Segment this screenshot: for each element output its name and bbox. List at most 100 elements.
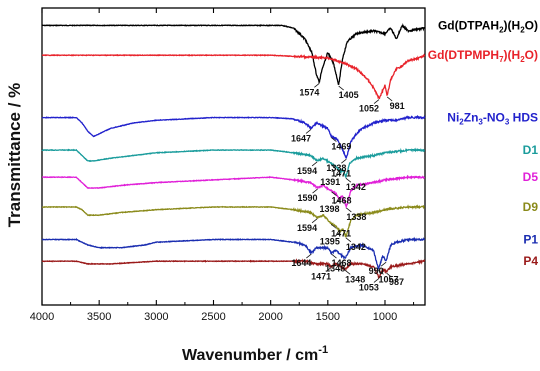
peak-label: 1469 — [331, 142, 351, 152]
peak-pointer — [373, 99, 380, 104]
peak-label: 1590 — [298, 193, 318, 203]
peak-label: 1391 — [320, 177, 340, 187]
peak-label: 1644 — [291, 258, 311, 268]
series-label-part: -NO — [483, 111, 505, 125]
series-label-part: Gd(DTPAH — [438, 18, 499, 32]
series-label-part: 3 — [478, 118, 483, 127]
peak-pointer — [380, 261, 387, 267]
x-tick-label: 3000 — [144, 311, 168, 323]
peak-pointer — [331, 253, 337, 259]
x-axis-title: Wavenumber / cm-1 — [182, 344, 328, 364]
peak-pointer — [339, 259, 346, 264]
x-tick-label: 3500 — [87, 311, 111, 323]
series-label-part: Ni — [447, 111, 459, 125]
series-line — [42, 174, 425, 210]
series-label-part: 2 — [520, 25, 525, 34]
peak-label: 1594 — [297, 223, 317, 233]
peak-pointer — [330, 164, 337, 169]
peak-label: 1471 — [311, 272, 331, 282]
x-tick-label: 1500 — [316, 311, 340, 323]
peak-pointer — [331, 137, 337, 142]
peak-label: 1468 — [331, 258, 351, 268]
series-label: P4 — [523, 254, 538, 268]
peak-pointer — [325, 267, 332, 272]
peak-label: 1395 — [320, 236, 340, 246]
x-tick-label: 4000 — [30, 311, 54, 323]
x-axis-title-exponent: -1 — [318, 344, 328, 356]
peak-label: 1471 — [331, 228, 351, 238]
series-label: Gd(DTPAH2)(H2O) — [438, 18, 538, 34]
series-label: Ni2Zn3-NO3 HDS — [447, 111, 538, 127]
series-label-part: 2 — [520, 55, 525, 64]
series-label-part: )(H — [504, 18, 521, 32]
series-label: D1 — [523, 143, 539, 157]
peak-pointer — [373, 278, 380, 283]
series-label-part: )(H — [504, 48, 521, 62]
series-label-part: P1 — [523, 233, 538, 247]
peak-pointer — [334, 199, 340, 205]
peak-label: 1468 — [331, 196, 351, 206]
peak-label: 1342 — [346, 242, 366, 252]
series-label: D9 — [523, 200, 539, 214]
peak-pointer — [311, 161, 318, 167]
series-label-part: D9 — [523, 200, 539, 214]
series-line — [41, 23, 425, 86]
y-axis-title: Transmittance / % — [5, 83, 24, 228]
peak-label: 981 — [390, 101, 405, 111]
peak-pointer — [305, 129, 312, 134]
peak-pointer — [330, 223, 337, 229]
series-label-part: Gd(DTPMPH — [428, 48, 499, 62]
peak-pointer — [312, 188, 318, 194]
peak-label: 1338 — [326, 163, 346, 173]
series-label: Gd(DTPMPH7)(H2O) — [428, 48, 538, 64]
peak-pointer — [311, 218, 318, 224]
peak-label: 987 — [389, 277, 404, 287]
plot-frame — [41, 7, 426, 306]
series-label: P1 — [523, 233, 538, 247]
peak-pointer — [344, 270, 351, 275]
series-label-part: O) — [525, 18, 538, 32]
peak-pointer — [378, 270, 384, 275]
peak-label: 1057 — [378, 274, 398, 284]
peak-label: 1338 — [346, 212, 366, 222]
peak-label: 1471 — [331, 169, 351, 179]
peak-label: 1647 — [291, 133, 311, 143]
series-label-part: 3 — [505, 118, 510, 127]
peak-pointer — [386, 272, 392, 278]
peak-pointer — [334, 232, 341, 237]
peak-label: 1594 — [297, 166, 317, 176]
series-label-part: 2 — [459, 118, 464, 127]
series-line — [41, 147, 425, 179]
peak-pointer — [335, 172, 341, 178]
series-label-part: 7 — [499, 55, 504, 64]
peak-pointer — [341, 158, 347, 164]
peak-label: 1053 — [359, 282, 379, 292]
series-label-part: HDS — [509, 111, 538, 125]
peak-pointer — [345, 237, 352, 243]
series-line — [41, 114, 426, 159]
series-line — [42, 204, 425, 238]
peak-pointer — [345, 177, 352, 183]
peak-label: 1348 — [345, 274, 365, 284]
x-tick-label: 2000 — [258, 311, 282, 323]
peak-label: 1574 — [299, 87, 319, 97]
peak-pointer — [346, 207, 352, 213]
series-line — [41, 53, 426, 100]
series-label-part: P4 — [523, 254, 538, 268]
x-axis-title-text: Wavenumber / cm — [182, 347, 318, 364]
peak-label: 1052 — [359, 104, 379, 114]
series-line — [41, 258, 426, 279]
peak-pointer — [306, 253, 312, 259]
peak-pointer — [314, 83, 320, 88]
peak-label: 1342 — [346, 182, 366, 192]
peak-pointer — [331, 191, 337, 197]
x-tick-label: 1000 — [373, 311, 397, 323]
series-label-part: O) — [525, 48, 538, 62]
peak-pointer — [338, 85, 344, 91]
peak-label: 990 — [369, 266, 384, 276]
series-label-part: D1 — [523, 143, 539, 157]
peak-pointer — [386, 96, 393, 102]
series-label-part: D5 — [523, 170, 539, 184]
peak-label: 1398 — [319, 204, 339, 214]
